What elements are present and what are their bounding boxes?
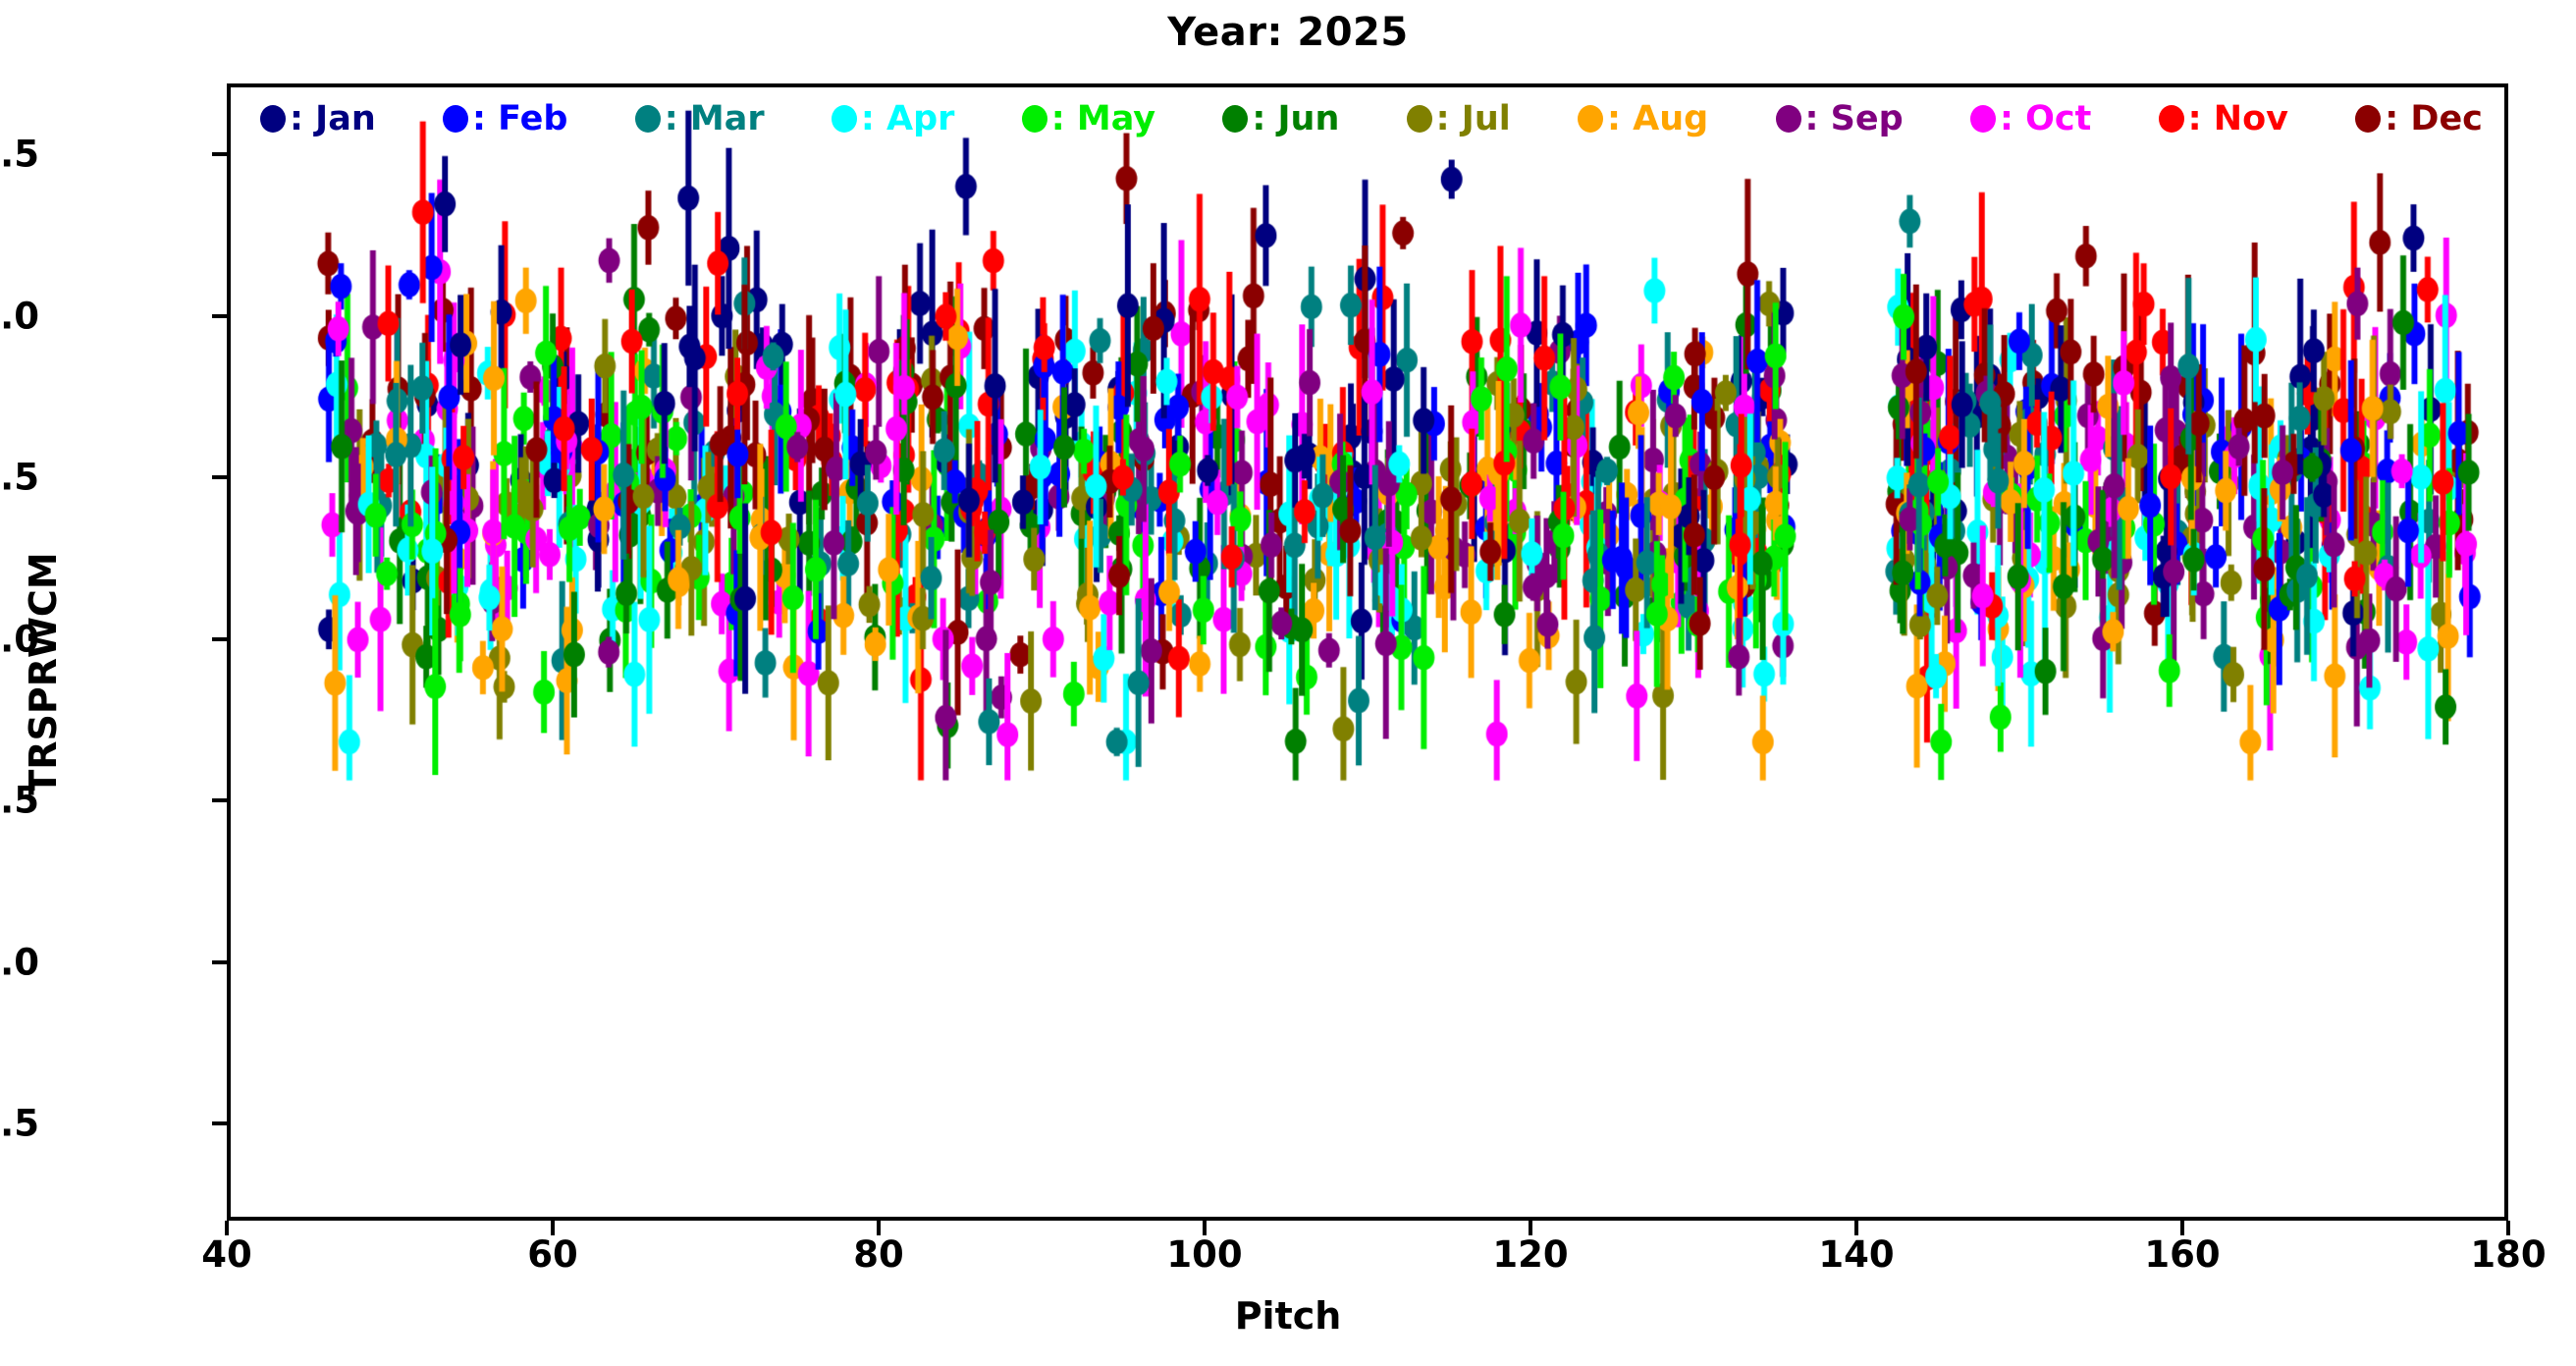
y-tick-label: 275.0 (0, 295, 39, 338)
y-tick-mark (212, 1121, 227, 1126)
y-tick-mark (212, 636, 227, 641)
x-tick-mark (2180, 1221, 2184, 1235)
x-tick-mark (551, 1221, 555, 1235)
x-tick-label: 40 (201, 1233, 252, 1276)
y-tick-mark (212, 313, 227, 318)
x-tick-label: 140 (1818, 1233, 1895, 1276)
plot-area: : Jan: Feb: Mar: Apr: May: Jun: Jul: Aug… (227, 83, 2508, 1221)
chart-title: Year: 2025 (1167, 10, 1409, 55)
y-tick-mark (212, 475, 227, 480)
x-tick-mark (225, 1221, 229, 1235)
x-tick-label: 100 (1166, 1233, 1243, 1276)
y-tick-label: 267.5 (0, 779, 39, 822)
x-tick-mark (877, 1221, 881, 1235)
y-tick-label: 277.5 (0, 133, 39, 176)
x-tick-label: 160 (2144, 1233, 2221, 1276)
y-tick-label: 262.5 (0, 1102, 39, 1145)
data-points-canvas (231, 87, 2504, 1217)
x-axis-label: Pitch (1234, 1294, 1342, 1338)
x-tick-label: 120 (1492, 1233, 1569, 1276)
x-tick-mark (1529, 1221, 1532, 1235)
y-tick-label: 272.5 (0, 456, 39, 499)
x-tick-mark (2506, 1221, 2510, 1235)
x-tick-label: 80 (853, 1233, 904, 1276)
y-tick-mark (212, 798, 227, 803)
y-tick-label: 265.0 (0, 941, 39, 984)
x-tick-label: 60 (527, 1233, 578, 1276)
x-tick-label: 180 (2470, 1233, 2547, 1276)
x-tick-mark (1854, 1221, 1858, 1235)
x-tick-mark (1203, 1221, 1207, 1235)
y-tick-mark (212, 959, 227, 964)
y-tick-mark (212, 152, 227, 157)
y-tick-label: 270.0 (0, 618, 39, 661)
